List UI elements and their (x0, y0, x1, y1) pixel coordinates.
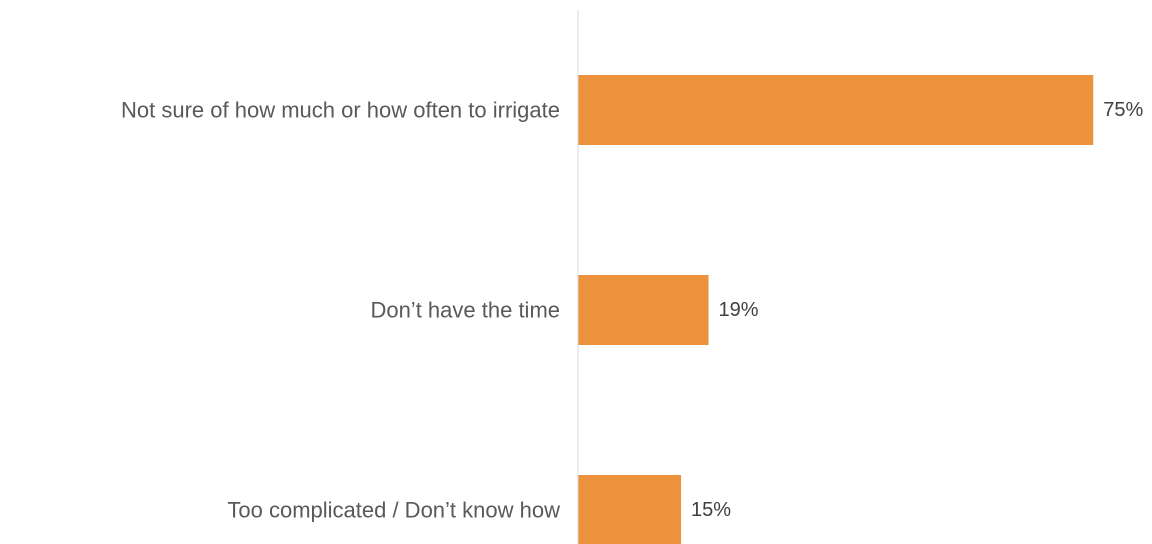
bars-layer (578, 75, 1094, 544)
labels-layer: Not sure of how much or how often to irr… (121, 98, 1143, 523)
bar (578, 475, 682, 544)
category-label: Don’t have the time (370, 298, 560, 323)
category-label: Too complicated / Don’t know how (227, 498, 560, 523)
value-label: 19% (719, 299, 759, 321)
value-label: 15% (691, 499, 731, 521)
value-label: 75% (1103, 99, 1143, 121)
category-label: Not sure of how much or how often to irr… (121, 98, 560, 123)
bar (578, 75, 1094, 145)
bar (578, 275, 709, 345)
